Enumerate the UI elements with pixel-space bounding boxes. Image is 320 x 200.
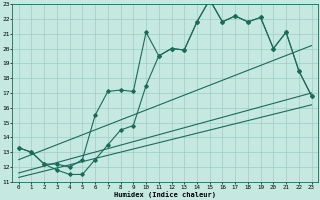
X-axis label: Humidex (Indice chaleur): Humidex (Indice chaleur): [114, 191, 216, 198]
